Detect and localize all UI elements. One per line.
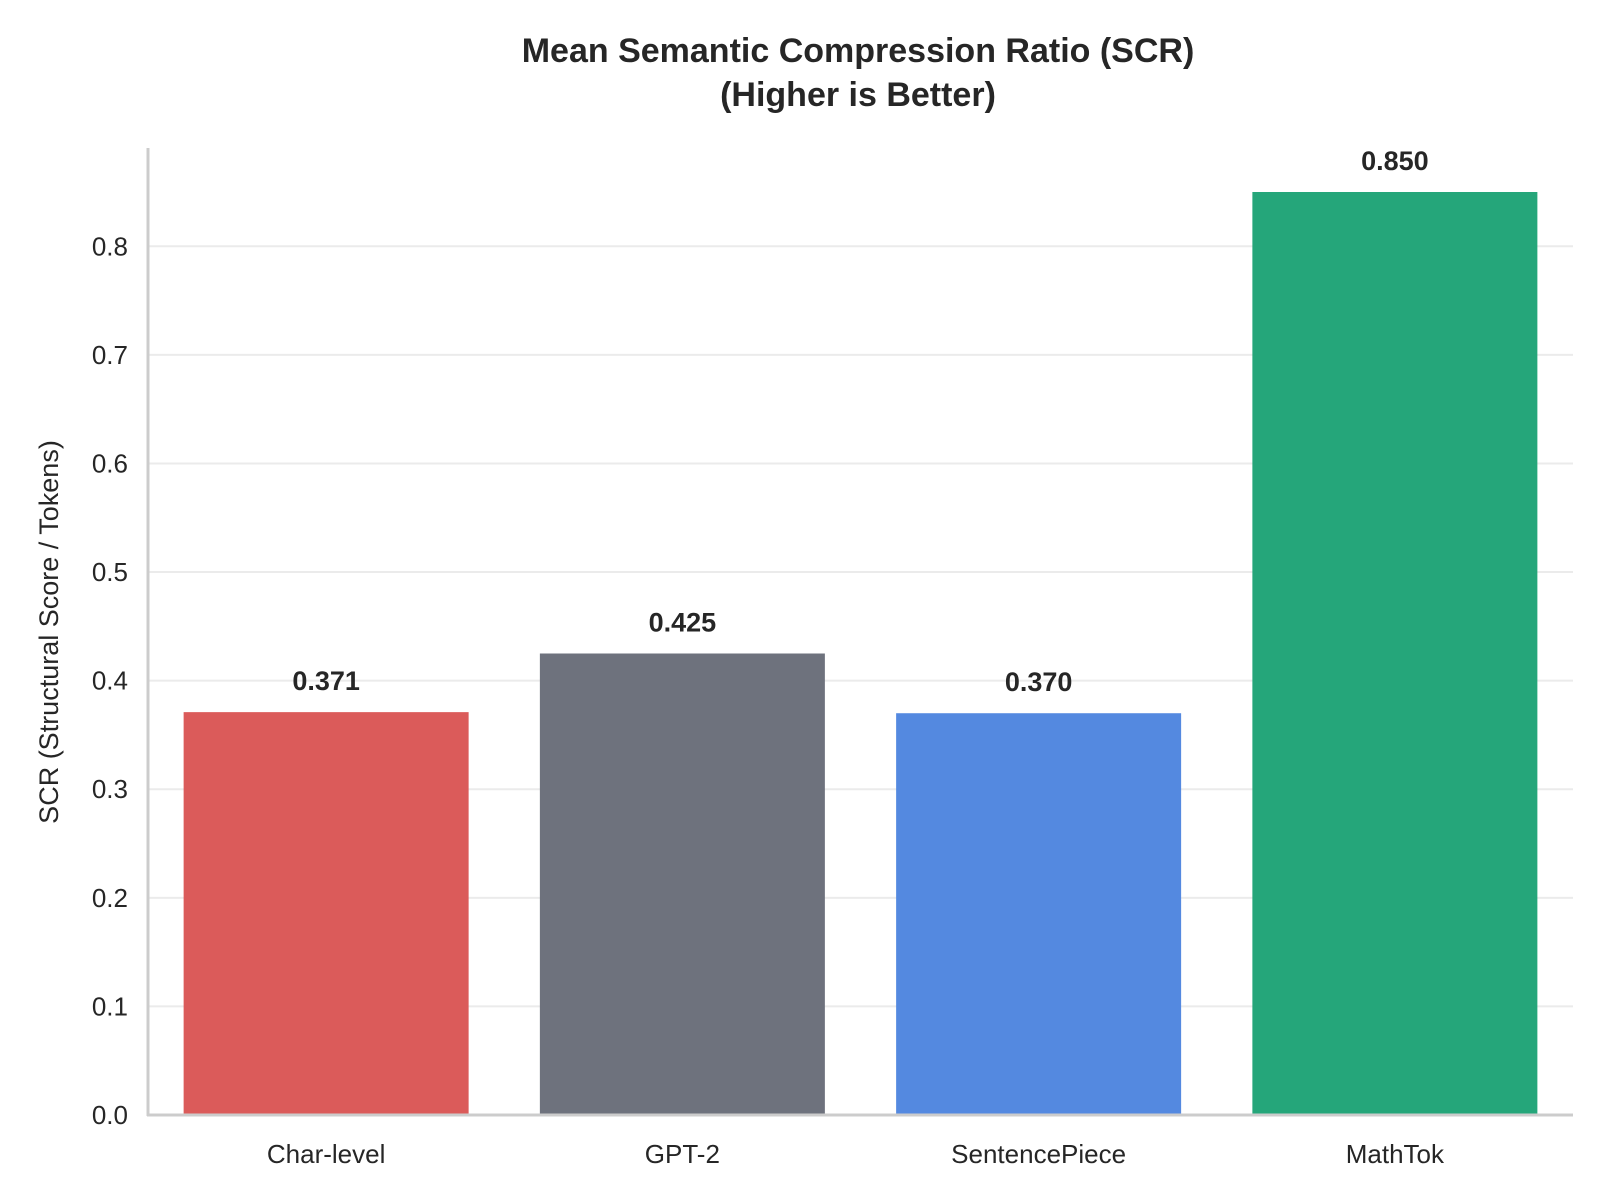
x-tick-label: MathTok (1346, 1139, 1445, 1169)
data-labels: 0.371 0.425 0.370 0.850 (292, 146, 1428, 697)
y-tick-label: 0.0 (92, 1100, 128, 1130)
x-tick-label: SentencePiece (951, 1139, 1126, 1169)
y-axis-label: SCR (Structural Score / Tokens) (34, 440, 64, 824)
y-tick-label: 0.1 (92, 991, 128, 1021)
y-tick-label: 0.6 (92, 448, 128, 478)
bars (183, 192, 1538, 1115)
x-tick-label: Char-level (267, 1139, 386, 1169)
x-tick-labels: Char-level GPT-2 SentencePiece MathTok (267, 1139, 1445, 1169)
y-tick-label: 0.3 (92, 774, 128, 804)
data-label: 0.371 (292, 666, 360, 696)
data-label: 0.425 (649, 608, 717, 638)
x-tick-label: GPT-2 (645, 1139, 720, 1169)
bar-char-level (183, 712, 469, 1115)
data-label: 0.370 (1005, 667, 1073, 697)
y-tick-label: 0.5 (92, 557, 128, 587)
chart-subtitle: (Higher is Better) (720, 76, 996, 114)
bar-mathtok (1252, 192, 1538, 1115)
y-tick-labels: 0.0 0.1 0.2 0.3 0.4 0.5 0.6 0.7 0.8 (92, 231, 128, 1130)
bar-sentencepiece (896, 713, 1182, 1115)
y-tick-label: 0.2 (92, 883, 128, 913)
y-tick-label: 0.7 (92, 340, 128, 370)
chart-title: Mean Semantic Compression Ratio (SCR) (522, 32, 1195, 70)
y-tick-label: 0.8 (92, 231, 128, 261)
bar-gpt-2 (539, 653, 825, 1115)
data-label: 0.850 (1361, 146, 1429, 176)
y-tick-label: 0.4 (92, 666, 128, 696)
